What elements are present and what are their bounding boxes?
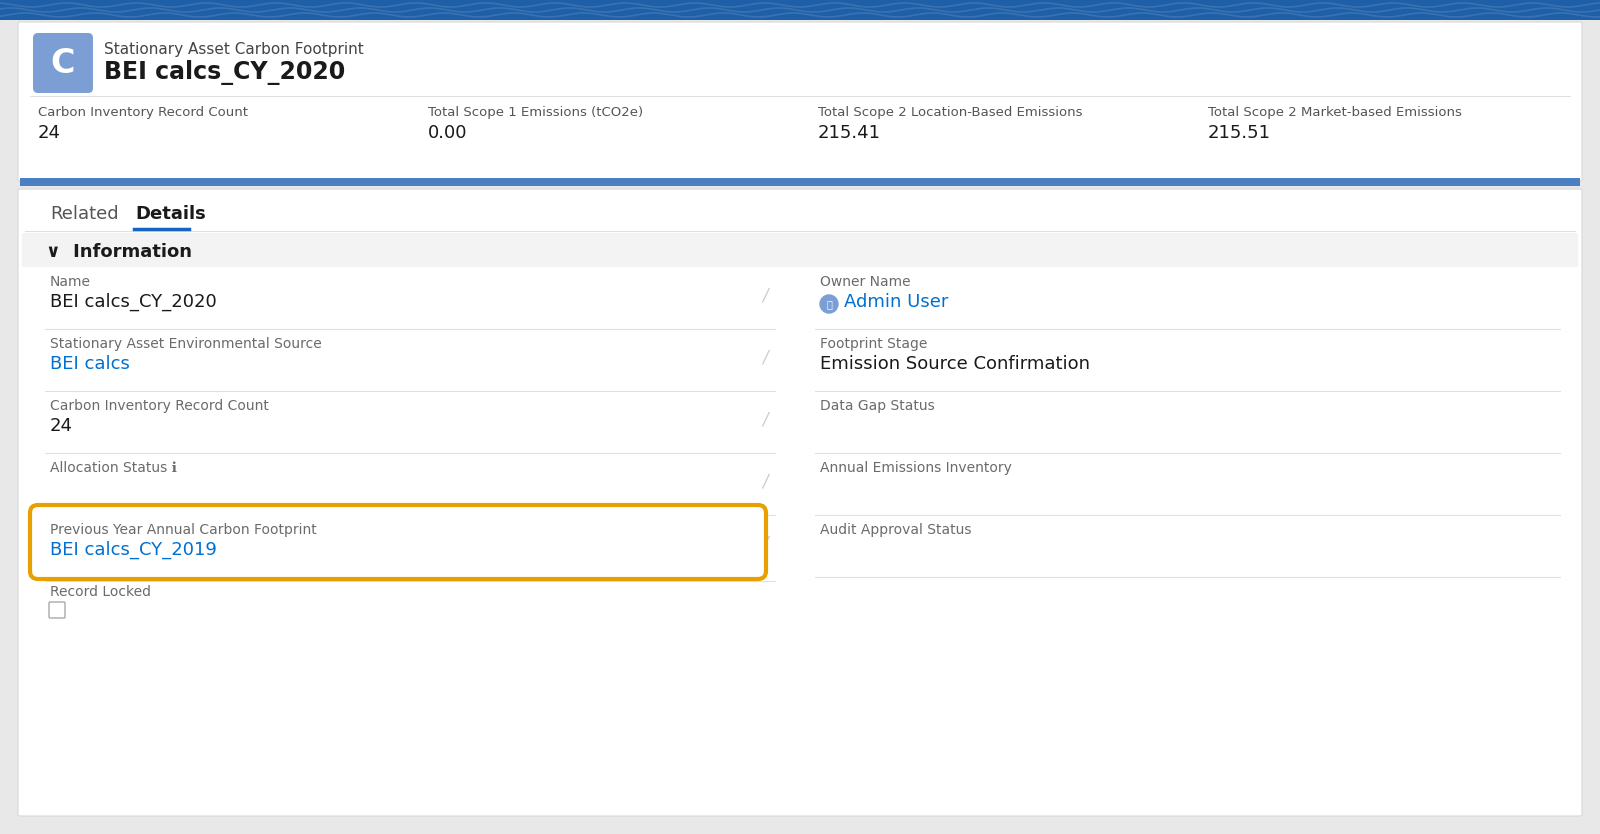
Text: BEI calcs: BEI calcs: [50, 355, 130, 373]
Text: Total Scope 2 Location-Based Emissions: Total Scope 2 Location-Based Emissions: [818, 106, 1083, 119]
Text: Admin User: Admin User: [845, 293, 949, 311]
FancyBboxPatch shape: [18, 22, 1582, 181]
Text: 24: 24: [38, 124, 61, 142]
Text: 0.00: 0.00: [429, 124, 467, 142]
Bar: [22, 233, 1578, 267]
Text: /: /: [762, 472, 768, 490]
Text: Emission Source Confirmation: Emission Source Confirmation: [819, 355, 1090, 373]
Text: /: /: [762, 534, 768, 552]
Text: Total Scope 2 Market-based Emissions: Total Scope 2 Market-based Emissions: [1208, 106, 1462, 119]
Text: Owner Name: Owner Name: [819, 275, 910, 289]
Text: Details: Details: [134, 205, 206, 223]
Text: Name: Name: [50, 275, 91, 289]
Text: /: /: [762, 348, 768, 366]
Text: Related: Related: [50, 205, 118, 223]
FancyBboxPatch shape: [50, 602, 66, 618]
Text: Carbon Inventory Record Count: Carbon Inventory Record Count: [38, 106, 248, 119]
Text: ⏰: ⏰: [826, 299, 832, 309]
Text: Previous Year Annual Carbon Footprint: Previous Year Annual Carbon Footprint: [50, 523, 317, 537]
Text: Data Gap Status: Data Gap Status: [819, 399, 934, 413]
Text: /: /: [762, 410, 768, 428]
Text: 24: 24: [50, 417, 74, 435]
Bar: [19, 178, 1581, 186]
Text: C: C: [51, 47, 75, 79]
Text: Total Scope 1 Emissions (tCO2e): Total Scope 1 Emissions (tCO2e): [429, 106, 643, 119]
Text: BEI calcs_CY_2019: BEI calcs_CY_2019: [50, 541, 218, 560]
Text: BEI calcs_CY_2020: BEI calcs_CY_2020: [104, 60, 346, 85]
Text: ∨  Information: ∨ Information: [46, 243, 192, 261]
FancyBboxPatch shape: [18, 189, 1582, 816]
Text: Footprint Stage: Footprint Stage: [819, 337, 928, 351]
Text: BEI calcs_CY_2020: BEI calcs_CY_2020: [50, 293, 216, 311]
FancyBboxPatch shape: [34, 33, 93, 93]
FancyBboxPatch shape: [30, 505, 766, 579]
Text: Stationary Asset Carbon Footprint: Stationary Asset Carbon Footprint: [104, 42, 363, 57]
Text: Allocation Status ℹ: Allocation Status ℹ: [50, 461, 178, 475]
Text: Annual Emissions Inventory: Annual Emissions Inventory: [819, 461, 1011, 475]
Text: Record Locked: Record Locked: [50, 585, 150, 599]
Bar: [0, 0, 1600, 20]
Text: /: /: [762, 286, 768, 304]
Text: Stationary Asset Environmental Source: Stationary Asset Environmental Source: [50, 337, 322, 351]
Text: 215.41: 215.41: [818, 124, 882, 142]
Text: Audit Approval Status: Audit Approval Status: [819, 523, 971, 537]
Text: 215.51: 215.51: [1208, 124, 1270, 142]
Circle shape: [819, 295, 838, 313]
Text: Carbon Inventory Record Count: Carbon Inventory Record Count: [50, 399, 269, 413]
